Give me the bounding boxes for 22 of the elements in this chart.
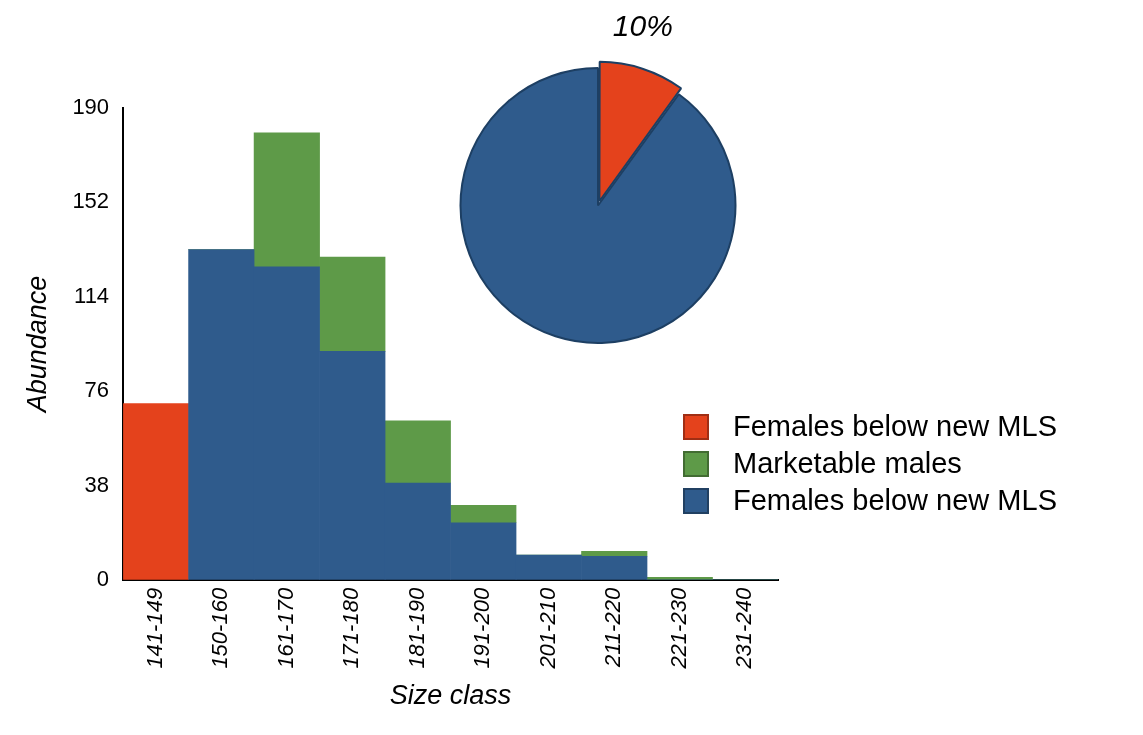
y-tick-label: 0 <box>96 565 110 591</box>
x-tick-label: 231-240 <box>731 587 757 670</box>
x-tick-label: 141-149 <box>141 587 167 669</box>
x-tick-label: 221-230 <box>665 587 691 670</box>
legend-label: Marketable males <box>733 447 962 480</box>
y-tick-label: 38 <box>84 471 110 497</box>
x-tick-label: 201-210 <box>534 587 560 670</box>
y-tick-label: 190 <box>72 94 110 120</box>
x-tick-label: 161-170 <box>272 587 298 669</box>
x-axis-title: Size class <box>389 680 512 711</box>
y-axis-title: Abundance <box>21 275 52 415</box>
x-tick-label: 181-190 <box>403 587 429 669</box>
x-tick-label: 191-200 <box>469 587 495 669</box>
legend-label: Females below new MLS <box>733 484 1057 517</box>
y-tick-label: 76 <box>84 377 110 403</box>
x-tick-label: 171-180 <box>338 587 364 669</box>
legend-label: Females below new MLS <box>733 410 1057 443</box>
y-tick-label: 152 <box>72 188 110 214</box>
x-tick-label: 211-220 <box>600 587 626 668</box>
x-tick-label: 150-160 <box>207 587 233 669</box>
data-label: 10% <box>612 9 673 43</box>
y-tick-label: 114 <box>74 282 110 308</box>
